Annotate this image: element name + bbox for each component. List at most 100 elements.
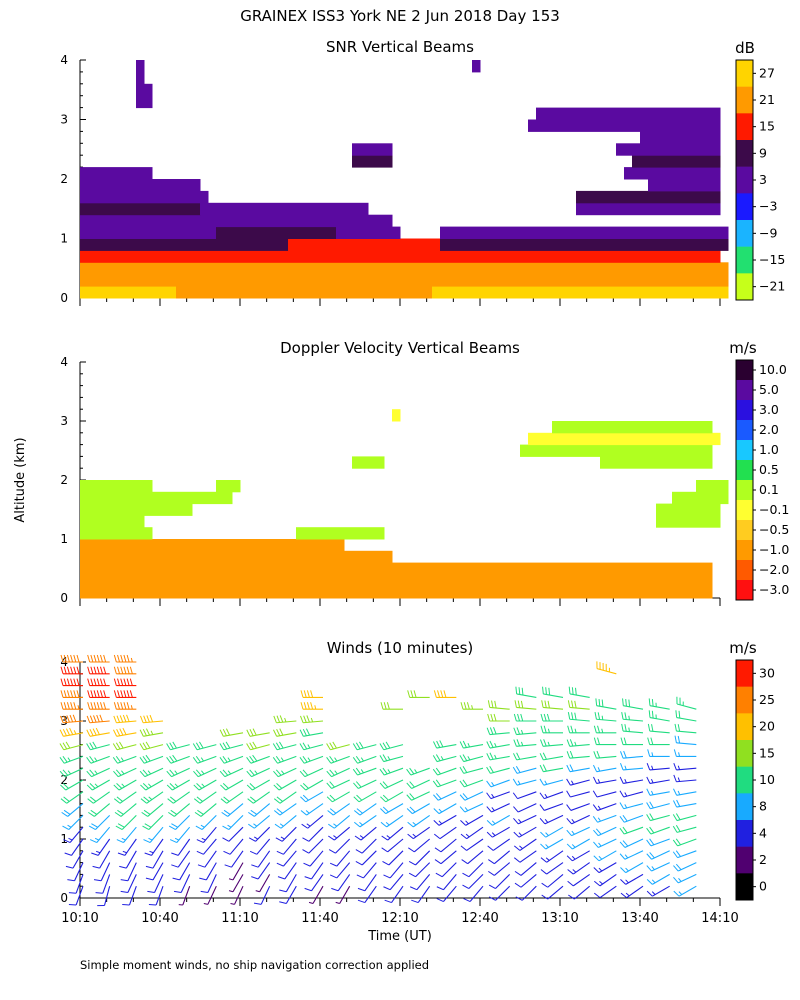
wind-barb-shaft xyxy=(68,815,84,830)
wind-barb xyxy=(513,739,537,747)
wind-barb-feather xyxy=(195,742,201,750)
wind-barb xyxy=(353,779,377,789)
wind-barb-feather xyxy=(91,852,99,856)
wind-barb-shaft xyxy=(257,862,271,880)
wind-barb-half-feather xyxy=(227,757,231,762)
wind-barb-feather xyxy=(408,860,416,866)
wind-barb xyxy=(460,702,483,710)
wind-barb-shaft xyxy=(252,779,270,791)
wind-barb-feather xyxy=(96,678,100,686)
heatmap-cell xyxy=(520,444,713,457)
colorbar-label: 21 xyxy=(759,92,775,107)
wind-barb-shaft xyxy=(223,732,244,737)
wind-barb-feather xyxy=(61,811,68,817)
wind-barb-feather xyxy=(172,877,180,881)
wind-barb-feather xyxy=(593,776,598,784)
wind-barb xyxy=(619,838,644,848)
wind-barb-feather xyxy=(142,728,147,736)
wind-barb-shaft xyxy=(121,815,137,830)
wind-barb-shaft xyxy=(596,668,617,675)
wind-barb-feather xyxy=(166,770,172,777)
wind-barb-feather xyxy=(487,845,494,851)
wind-barb-feather xyxy=(593,892,601,899)
wind-barb xyxy=(407,826,430,840)
wind-barb-shaft xyxy=(597,803,617,811)
wind-barb-half-feather xyxy=(520,729,524,735)
wind-barb-half-feather xyxy=(544,793,548,798)
wind-barb-feather xyxy=(647,723,651,732)
wind-barb-feather xyxy=(93,690,97,698)
colorbar-frame xyxy=(735,359,754,601)
heatmap-cell xyxy=(440,226,729,239)
wind-barb-feather xyxy=(90,690,94,698)
wind-barb-feather xyxy=(382,754,388,762)
wind-barb-feather xyxy=(195,755,201,763)
wind-barb-shaft xyxy=(100,862,111,881)
wind-barb-feather xyxy=(62,825,70,830)
wind-barb-feather xyxy=(99,714,103,722)
wind-barb-shaft xyxy=(144,755,164,764)
wind-barb xyxy=(676,696,697,710)
wind-barb xyxy=(459,754,484,763)
wind-barb-shaft xyxy=(389,862,404,879)
wind-barb-shaft xyxy=(284,862,297,880)
wind-barb-shaft xyxy=(304,767,324,778)
wind-barb-shaft xyxy=(516,744,537,747)
wind-barb-feather xyxy=(246,784,253,791)
wind-barb-shaft xyxy=(544,803,564,811)
wind-barb-feather xyxy=(92,865,100,869)
wind-barb-feather xyxy=(381,835,388,841)
wind-barb-feather xyxy=(96,654,100,663)
wind-barb xyxy=(276,838,297,855)
wind-barb-feather xyxy=(103,654,107,663)
wind-barb xyxy=(302,826,324,842)
heatmap-cell xyxy=(656,503,721,516)
wind-barb xyxy=(140,779,164,791)
wind-barb xyxy=(246,767,270,778)
wind-barb-feather xyxy=(66,690,70,698)
wind-barb-shaft xyxy=(489,744,510,749)
wind-barb-shaft xyxy=(311,862,324,880)
wind-barb-feather xyxy=(60,715,64,723)
wind-barb-feather xyxy=(299,770,306,777)
wind-barb-feather xyxy=(621,712,624,720)
wind-barb-feather xyxy=(623,737,627,745)
wind-barb-shaft xyxy=(569,767,590,773)
wind-barb-feather xyxy=(223,850,231,855)
wind-barb-shaft xyxy=(75,874,84,894)
wind-barb-shaft xyxy=(283,838,297,855)
wind-barb-feather xyxy=(674,723,677,732)
heatmap-cell xyxy=(80,262,729,275)
wind-barb-feather xyxy=(646,827,652,835)
wind-barb xyxy=(273,728,297,737)
wind-barb-feather xyxy=(436,898,444,902)
heatmap-cell xyxy=(216,226,337,239)
wind-barb xyxy=(567,873,590,887)
wind-barb-half-feather xyxy=(360,757,364,762)
wind-barb-feather xyxy=(70,678,74,686)
heatmap-cell xyxy=(136,60,145,73)
wind-barb xyxy=(193,791,217,804)
wind-barb-feather xyxy=(200,890,208,894)
wind-barb xyxy=(92,850,111,869)
wind-barb xyxy=(304,874,324,892)
wind-barb xyxy=(407,814,430,828)
wind-barb xyxy=(433,814,457,826)
wind-barb-half-feather xyxy=(467,756,471,761)
wind-barb xyxy=(566,814,590,825)
wind-barb-feather xyxy=(65,741,71,749)
wind-barb-feather xyxy=(145,728,151,736)
wind-barb xyxy=(619,790,644,798)
wind-barb-shaft xyxy=(95,815,111,830)
wind-barb xyxy=(329,850,351,867)
wind-barb-shaft xyxy=(128,886,137,906)
wind-barb xyxy=(272,755,297,764)
wind-barb xyxy=(540,826,564,838)
wind-barb-feather xyxy=(460,833,467,840)
wind-barb-feather xyxy=(116,839,124,843)
wind-barb-feather xyxy=(514,700,517,708)
wind-barb-feather xyxy=(90,678,94,686)
wind-barb xyxy=(514,873,537,888)
wind-barb-feather xyxy=(250,809,258,815)
wind-barb-feather xyxy=(143,809,151,815)
